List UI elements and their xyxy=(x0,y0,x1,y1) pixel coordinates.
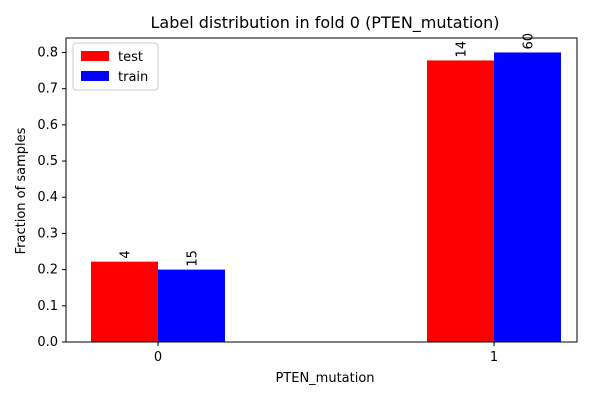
bar-train-0 xyxy=(158,269,225,342)
legend-swatch-test xyxy=(81,51,109,61)
y-tick-label: 0.8 xyxy=(37,45,58,60)
plot-area: 4 14 15 60 0.0 0.1 0.2 0.3 0.4 0.5 0.6 0.7 0.8 0 1 test… xyxy=(37,33,578,365)
y-tick-label: 0.1 xyxy=(37,299,58,314)
chart-title: Label distribution in fold 0 (PTEN_mutat… xyxy=(151,13,500,33)
x-tick-label: 1 xyxy=(490,350,498,365)
y-tick-label: 0.6 xyxy=(37,118,58,133)
bar-train-1 xyxy=(494,52,561,342)
data-label-train-0: 15 xyxy=(186,250,201,267)
y-axis-label: Fraction of samples xyxy=(14,127,29,254)
x-axis-label: PTEN_mutation xyxy=(275,371,374,386)
legend-label-test: test xyxy=(118,50,143,65)
bar-test-0 xyxy=(91,261,158,342)
y-tick-label: 0.2 xyxy=(37,263,58,278)
axes-frame xyxy=(65,37,578,343)
data-label-train-1: 60 xyxy=(522,33,537,50)
y-tick-label: 0.5 xyxy=(37,154,58,169)
x-tick-label: 0 xyxy=(154,350,162,365)
data-label-test-0: 4 xyxy=(119,250,134,258)
bar-test-1 xyxy=(427,60,494,342)
y-tick-label: 0.4 xyxy=(37,190,58,205)
y-tick-label: 0.7 xyxy=(37,82,58,97)
legend-swatch-train xyxy=(81,71,109,81)
legend-label-train: train xyxy=(118,70,148,85)
y-tick-label: 0.3 xyxy=(37,226,58,241)
data-label-test-1: 14 xyxy=(455,41,470,58)
y-tick-label: 0.0 xyxy=(37,335,58,350)
